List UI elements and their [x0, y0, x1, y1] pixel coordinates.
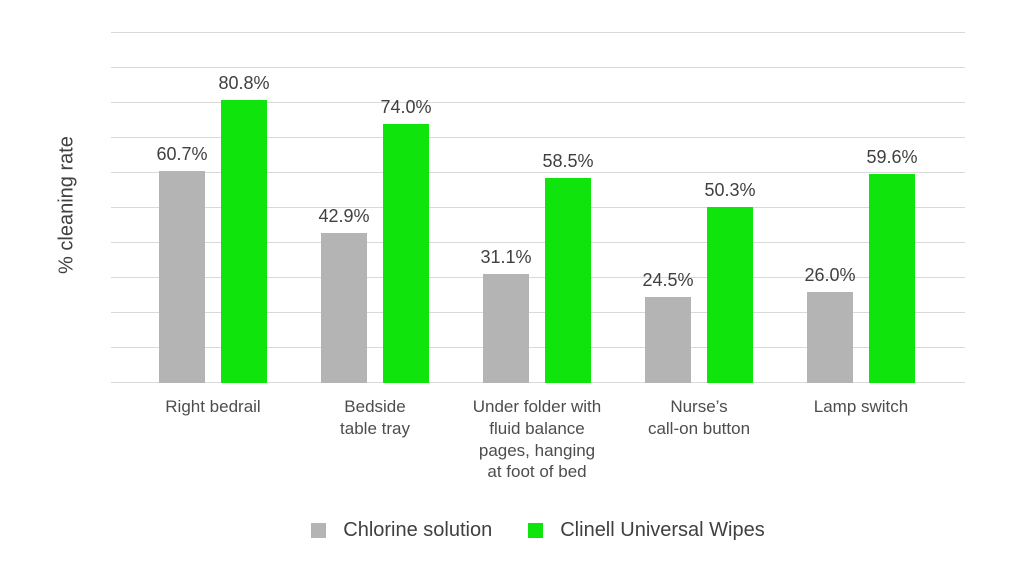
value-label: 42.9% [318, 205, 370, 226]
value-label: 50.3% [704, 179, 756, 200]
gridline [111, 242, 965, 243]
gridline [111, 32, 965, 33]
legend-swatch-icon [528, 523, 544, 538]
gridline [111, 102, 965, 103]
bar-slot: 31.1% [480, 33, 532, 383]
bar-slot: 50.3% [704, 33, 756, 383]
bar-group: 24.5% 50.3% [642, 33, 756, 383]
bar-slot: 60.7% [156, 33, 208, 383]
value-label: 31.1% [480, 247, 532, 268]
bar-slot: 24.5% [642, 33, 694, 383]
bar-chlorine-solution [321, 232, 367, 383]
plot-area: 60.7% 80.8% 42.9% 74.0% 31.1% 58.5% 24.5% 50.3%… [111, 32, 965, 481]
category-label: Nurse’s call-on button [647, 397, 751, 438]
bar-slot: 26.0% [804, 33, 856, 383]
gridline [111, 137, 965, 138]
gridline [111, 207, 965, 208]
gridline [111, 312, 965, 313]
gridline [111, 382, 965, 383]
bar-group: 60.7% 80.8% [156, 33, 270, 383]
bar-clinell-wipes [707, 206, 753, 383]
gridline [111, 172, 965, 173]
category-label: Lamp switch [813, 397, 909, 416]
bar-chlorine-solution [483, 274, 529, 383]
legend-item-chlorine-solution: Chlorine solution [311, 519, 492, 542]
value-label: 58.5% [542, 151, 594, 172]
gridline [111, 347, 965, 348]
bar-slot: 58.5% [542, 33, 594, 383]
value-label: 26.0% [804, 265, 856, 285]
bar-clinell-wipes [383, 124, 429, 383]
bar-slot: 74.0% [380, 33, 432, 383]
bar-group: 42.9% 74.0% [318, 33, 432, 383]
value-label: 24.5% [642, 270, 694, 291]
bar-chlorine-solution [645, 297, 691, 383]
legend: Chlorine solution Clinell Universal Wipes [111, 519, 965, 542]
bar-slot: 59.6% [866, 33, 918, 383]
bar-slot: 80.8% [218, 33, 270, 383]
legend-swatch-icon [311, 523, 327, 538]
value-label: 80.8% [218, 73, 270, 94]
bar-slot: 42.9% [318, 33, 370, 383]
bar-chlorine-solution [807, 292, 853, 383]
bar-chlorine-solution [159, 170, 205, 383]
bar-clinell-wipes [869, 174, 915, 383]
category-label: Under folder with fluid balance pages, h… [472, 397, 602, 482]
bar-group: 26.0% 59.6% [804, 33, 918, 383]
bar-clinell-wipes [545, 178, 591, 383]
y-axis-label: % cleaning rate [55, 136, 78, 274]
legend-label: Clinell Universal Wipes [560, 519, 765, 541]
bar-clinell-wipes [221, 100, 267, 383]
value-label: 59.6% [866, 147, 918, 168]
gridline [111, 67, 965, 68]
value-label: 60.7% [156, 143, 208, 164]
legend-label: Chlorine solution [343, 519, 493, 541]
value-label: 74.0% [380, 97, 432, 117]
bar-group: 31.1% 58.5% [480, 33, 594, 383]
category-label: Bedside table tray [340, 397, 410, 438]
category-label: Right bedrail [165, 397, 261, 416]
gridline [111, 277, 965, 278]
legend-item-clinell-wipes: Clinell Universal Wipes [528, 519, 765, 542]
